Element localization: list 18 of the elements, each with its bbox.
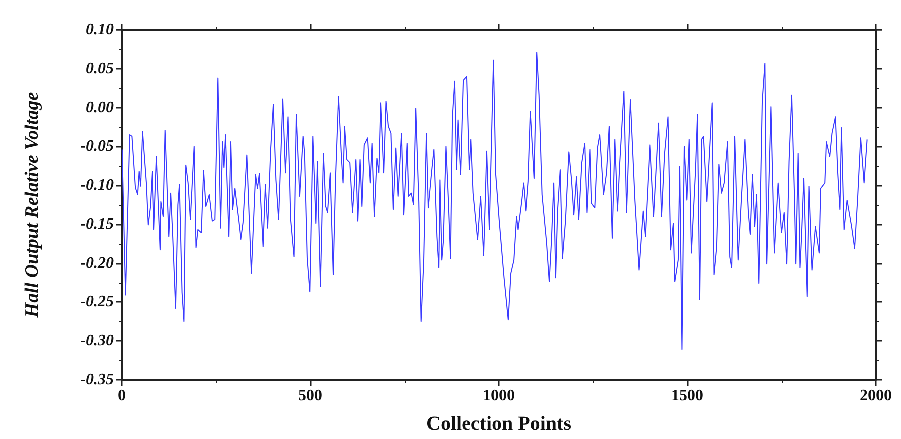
line-series bbox=[122, 52, 868, 350]
x-tick-label: 500 bbox=[298, 388, 322, 404]
y-tick-label: -0.15 bbox=[80, 216, 114, 233]
y-tick-label: -0.05 bbox=[80, 138, 114, 156]
y-tick-label: -0.25 bbox=[80, 294, 114, 311]
x-axis-title: Collection Points bbox=[426, 413, 572, 435]
x-tick-label: 2000 bbox=[860, 388, 892, 404]
x-tick-label: 1000 bbox=[483, 388, 515, 404]
x-tick-label: 1500 bbox=[672, 388, 704, 404]
y-tick-label: -0.30 bbox=[80, 332, 114, 350]
y-tick-label: -0.10 bbox=[80, 177, 114, 194]
x-tick-label: 0 bbox=[118, 388, 126, 404]
y-axis-title: Hall Output Relative Voltage bbox=[22, 92, 43, 319]
y-tick-label: 0.05 bbox=[86, 60, 114, 78]
y-tick-label: -0.20 bbox=[80, 254, 114, 272]
y-tick-label: -0.35 bbox=[80, 372, 114, 388]
y-tick-label: 0.00 bbox=[86, 99, 114, 116]
y-tick-label: 0.10 bbox=[86, 22, 114, 38]
